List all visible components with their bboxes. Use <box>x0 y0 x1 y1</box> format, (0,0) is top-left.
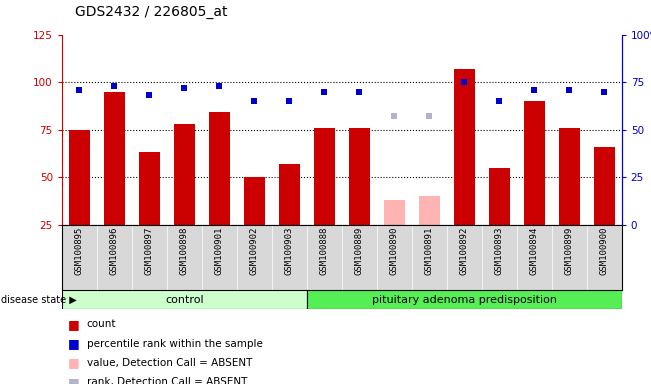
Text: ■: ■ <box>68 337 80 350</box>
FancyBboxPatch shape <box>62 290 307 309</box>
Bar <box>489 168 510 225</box>
Bar <box>594 147 615 225</box>
Text: count: count <box>87 319 116 329</box>
Text: GSM100901: GSM100901 <box>215 227 224 275</box>
Text: control: control <box>165 295 204 305</box>
Text: GSM100895: GSM100895 <box>75 227 84 275</box>
Text: GSM100893: GSM100893 <box>495 227 504 275</box>
Bar <box>349 128 370 225</box>
Text: pituitary adenoma predisposition: pituitary adenoma predisposition <box>372 295 557 305</box>
Bar <box>279 164 299 225</box>
Bar <box>209 113 230 225</box>
Bar <box>419 196 439 225</box>
Bar <box>523 101 545 225</box>
Text: GSM100892: GSM100892 <box>460 227 469 275</box>
Text: GSM100894: GSM100894 <box>530 227 539 275</box>
Text: GSM100896: GSM100896 <box>110 227 119 275</box>
Text: percentile rank within the sample: percentile rank within the sample <box>87 339 262 349</box>
Text: GSM100889: GSM100889 <box>355 227 364 275</box>
Text: GSM100899: GSM100899 <box>564 227 574 275</box>
Bar <box>559 128 579 225</box>
Text: GSM100890: GSM100890 <box>390 227 399 275</box>
Text: GDS2432 / 226805_at: GDS2432 / 226805_at <box>75 5 227 19</box>
Bar <box>314 128 335 225</box>
Text: rank, Detection Call = ABSENT: rank, Detection Call = ABSENT <box>87 377 247 384</box>
Bar <box>69 130 90 225</box>
Bar <box>174 124 195 225</box>
Text: GSM100891: GSM100891 <box>424 227 434 275</box>
Text: ■: ■ <box>68 376 80 384</box>
Text: GSM100888: GSM100888 <box>320 227 329 275</box>
Text: GSM100902: GSM100902 <box>250 227 259 275</box>
Bar <box>139 152 159 225</box>
Text: ■: ■ <box>68 318 80 331</box>
Text: ■: ■ <box>68 356 80 369</box>
Text: GSM100903: GSM100903 <box>284 227 294 275</box>
Bar <box>104 92 125 225</box>
Text: GSM100900: GSM100900 <box>600 227 609 275</box>
Text: disease state ▶: disease state ▶ <box>1 295 76 305</box>
Bar <box>383 200 405 225</box>
FancyBboxPatch shape <box>307 290 622 309</box>
Bar <box>243 177 265 225</box>
Text: value, Detection Call = ABSENT: value, Detection Call = ABSENT <box>87 358 252 368</box>
Text: GSM100898: GSM100898 <box>180 227 189 275</box>
Text: GSM100897: GSM100897 <box>145 227 154 275</box>
Bar <box>454 69 475 225</box>
